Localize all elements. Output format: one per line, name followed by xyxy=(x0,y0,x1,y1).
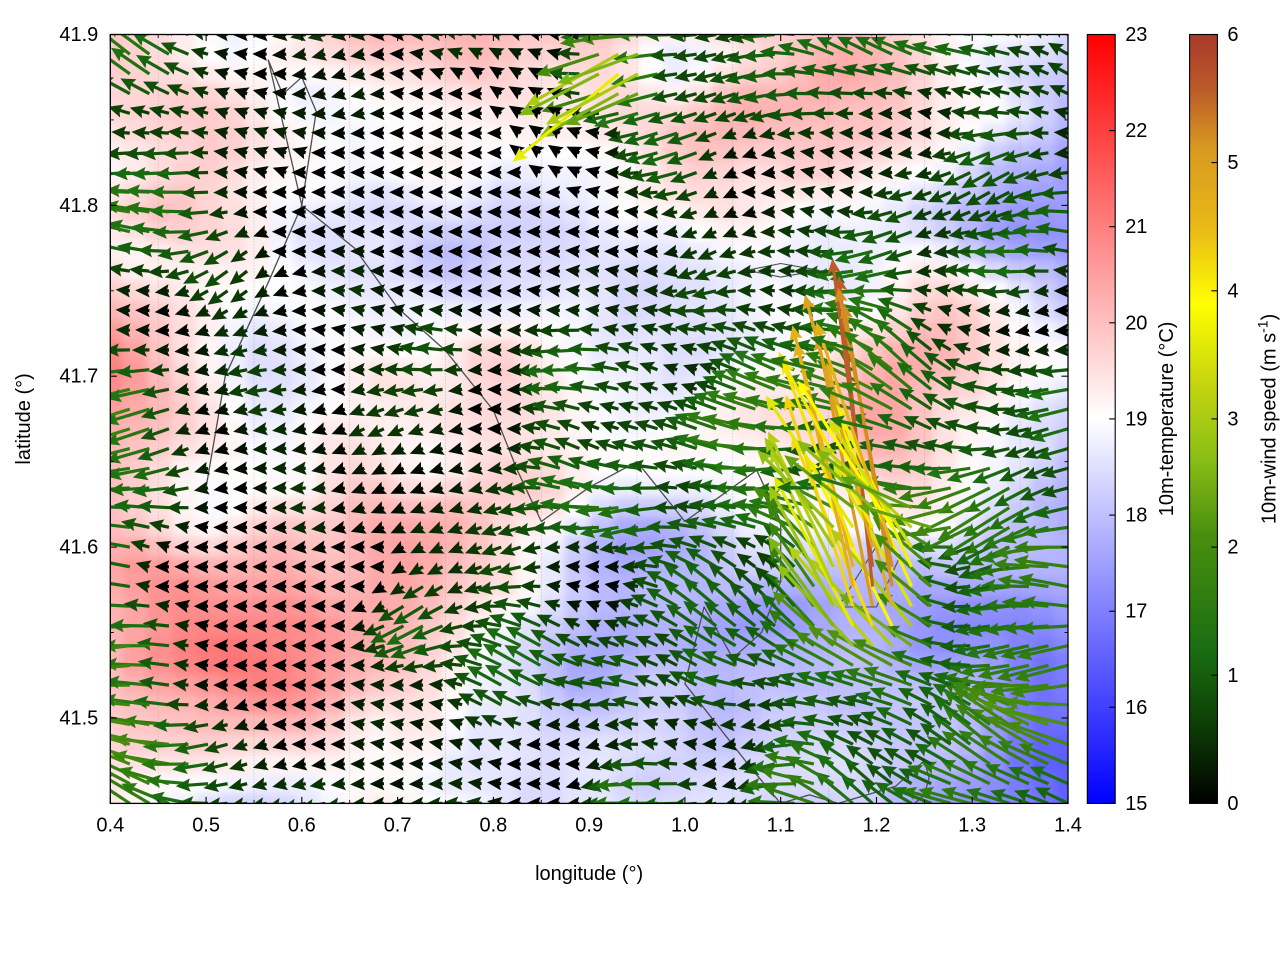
svg-text:0: 0 xyxy=(1227,793,1238,815)
svg-text:0.8: 0.8 xyxy=(479,814,507,836)
svg-text:22: 22 xyxy=(1125,120,1147,142)
svg-text:1.2: 1.2 xyxy=(863,814,891,836)
svg-text:1.1: 1.1 xyxy=(767,814,795,836)
svg-text:20: 20 xyxy=(1125,312,1147,334)
svg-text:19: 19 xyxy=(1125,408,1147,430)
svg-text:23: 23 xyxy=(1125,24,1147,46)
svg-text:longitude (°): longitude (°) xyxy=(535,863,643,885)
svg-text:0.7: 0.7 xyxy=(384,814,412,836)
svg-text:4: 4 xyxy=(1227,280,1238,302)
svg-text:1.0: 1.0 xyxy=(671,814,699,836)
svg-text:41.9: 41.9 xyxy=(59,24,98,46)
svg-text:17: 17 xyxy=(1125,601,1147,623)
svg-text:latitude (°): latitude (°) xyxy=(13,373,35,464)
svg-text:16: 16 xyxy=(1125,697,1147,719)
svg-text:18: 18 xyxy=(1125,505,1147,527)
svg-text:41.7: 41.7 xyxy=(59,366,98,388)
svg-text:2: 2 xyxy=(1227,537,1238,559)
svg-text:5: 5 xyxy=(1227,152,1238,174)
svg-text:21: 21 xyxy=(1125,216,1147,238)
svg-text:0.9: 0.9 xyxy=(575,814,603,836)
svg-text:0.6: 0.6 xyxy=(288,814,316,836)
svg-text:41.8: 41.8 xyxy=(59,195,98,217)
svg-text:41.5: 41.5 xyxy=(59,708,98,730)
svg-text:6: 6 xyxy=(1227,24,1238,46)
svg-text:10m-temperature (°C): 10m-temperature (°C) xyxy=(1156,322,1178,517)
svg-text:10m-wind speed (m s-1): 10m-wind speed (m s-1) xyxy=(1254,314,1280,524)
svg-text:1: 1 xyxy=(1227,665,1238,687)
svg-text:1.3: 1.3 xyxy=(958,814,986,836)
svg-text:15: 15 xyxy=(1125,793,1147,815)
svg-text:1.4: 1.4 xyxy=(1054,814,1082,836)
svg-text:41.6: 41.6 xyxy=(59,537,98,559)
svg-text:0.4: 0.4 xyxy=(96,814,124,836)
svg-text:0.5: 0.5 xyxy=(192,814,220,836)
svg-text:3: 3 xyxy=(1227,408,1238,430)
